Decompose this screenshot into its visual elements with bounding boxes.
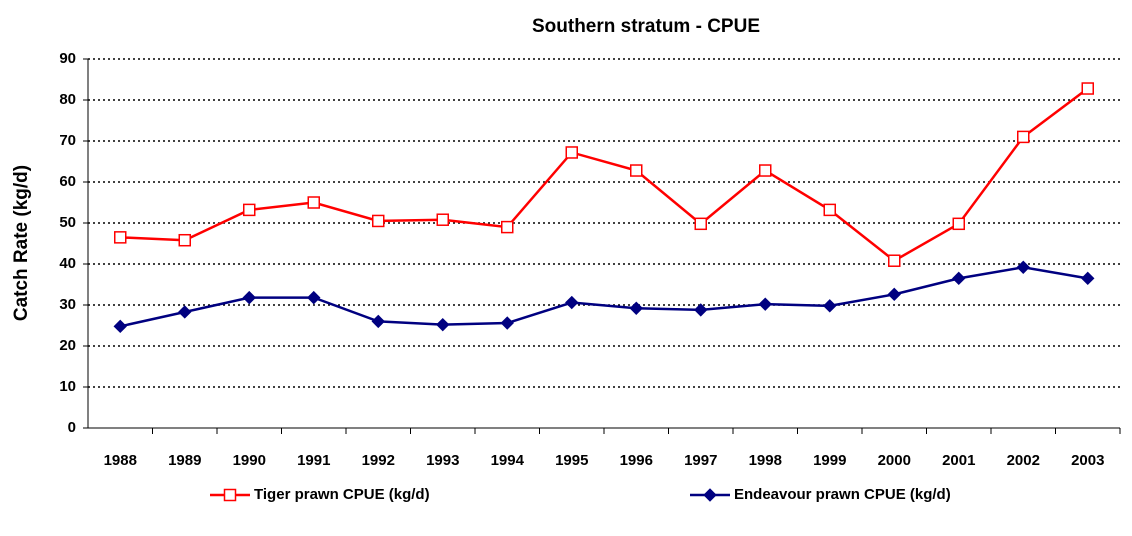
marker	[823, 203, 836, 217]
marker	[501, 220, 514, 234]
y-axis-label: Catch Rate (kg/d)	[11, 165, 32, 321]
marker	[703, 488, 717, 502]
y-tick-label: 0	[68, 419, 76, 436]
marker	[500, 316, 514, 330]
marker	[307, 196, 320, 209]
marker	[887, 287, 901, 302]
marker	[758, 297, 772, 311]
marker	[1081, 82, 1094, 95]
x-tick-label: 1998	[749, 452, 782, 469]
x-tick-label: 1992	[362, 452, 395, 469]
x-tick-label: 2001	[942, 452, 975, 469]
marker	[630, 164, 643, 177]
y-tick-label: 50	[59, 214, 76, 231]
chart-title: Southern stratum - CPUE	[532, 16, 760, 37]
y-tick-label: 20	[59, 337, 76, 354]
marker	[952, 271, 966, 286]
marker	[565, 146, 578, 159]
x-tick-label: 1989	[168, 452, 201, 469]
marker	[436, 317, 450, 332]
series-line	[120, 87, 1089, 263]
y-tick-label: 70	[59, 132, 76, 149]
marker	[223, 488, 237, 502]
marker	[1016, 260, 1030, 274]
marker	[1017, 130, 1030, 144]
x-tick-label: 1990	[233, 452, 266, 469]
marker	[629, 301, 643, 315]
x-tick-label: 2003	[1071, 452, 1104, 469]
y-tick-label: 30	[59, 296, 76, 313]
y-tick-label: 60	[59, 173, 76, 190]
legend-label: Tiger prawn CPUE (kg/d)	[254, 486, 430, 503]
x-tick-label: 2000	[878, 452, 911, 469]
marker	[371, 314, 385, 329]
x-tick-label: 1995	[555, 452, 588, 469]
marker	[372, 214, 385, 228]
y-tick-label: 40	[59, 255, 76, 272]
marker	[1081, 271, 1095, 286]
y-tick-label: 10	[59, 378, 76, 395]
y-tick-label: 90	[59, 50, 76, 67]
marker	[759, 164, 772, 177]
x-tick-label: 1988	[104, 452, 137, 469]
x-tick-label: 1991	[297, 452, 330, 469]
marker	[242, 290, 256, 305]
x-tick-label: 1999	[813, 452, 846, 469]
marker	[243, 203, 256, 217]
marker	[436, 213, 449, 226]
marker	[694, 217, 707, 231]
legend-label: Endeavour prawn CPUE (kg/d)	[734, 486, 951, 503]
marker	[178, 233, 191, 247]
marker	[113, 319, 127, 334]
x-tick-label: 1997	[684, 452, 717, 469]
x-tick-label: 1996	[620, 452, 653, 469]
y-tick-label: 80	[59, 91, 76, 108]
marker	[307, 290, 321, 305]
x-tick-label: 1994	[491, 452, 525, 469]
x-tick-label: 1993	[426, 452, 459, 469]
marker	[114, 231, 127, 244]
marker	[565, 295, 579, 310]
x-tick-label: 2002	[1007, 452, 1040, 469]
marker	[888, 254, 901, 267]
marker	[823, 299, 837, 313]
marker	[952, 217, 965, 231]
marker	[694, 303, 708, 317]
marker	[178, 305, 192, 319]
series-line	[119, 266, 1088, 328]
